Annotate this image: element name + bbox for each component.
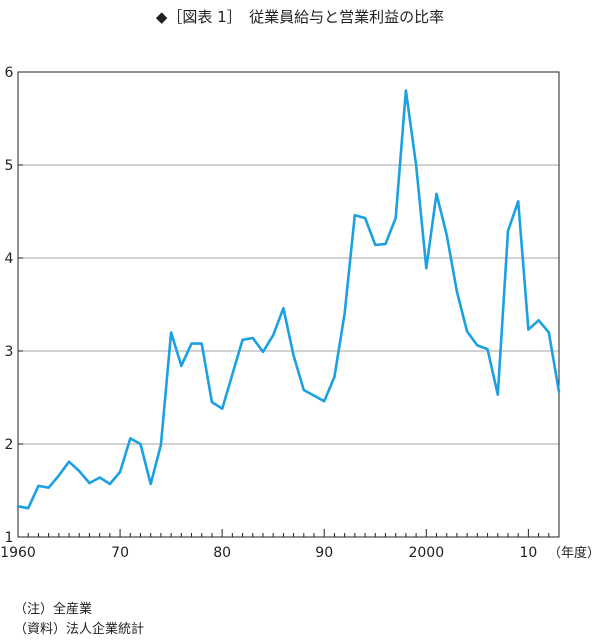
y-tick-label-3: 3 [5, 344, 14, 360]
x-tick-label-2000: 2000 [408, 545, 444, 561]
y-tick-label-6: 6 [5, 65, 14, 81]
footnote-source: （資料）法人企業統計 [14, 618, 144, 637]
x-tick-label-80: 80 [213, 545, 231, 561]
x-axis: 1960 70 80 90 2000 10 [0, 529, 559, 561]
y-tick-label-2: 2 [5, 437, 14, 453]
series-line [18, 91, 559, 509]
x-axis-unit-label: （年度） [548, 545, 600, 561]
x-tick-label-70: 70 [111, 545, 129, 561]
x-tick-label-1960: 1960 [0, 545, 36, 561]
y-axis: 1 2 3 4 5 6 [5, 65, 23, 546]
x-tick-label-90: 90 [315, 545, 333, 561]
plot-frame [18, 72, 559, 537]
y-tick-label-5: 5 [5, 158, 14, 174]
x-tick-label-10: 10 [519, 545, 537, 561]
footnote-scope: （注）全産業 [14, 598, 92, 617]
y-tick-label-4: 4 [5, 251, 14, 267]
y-tick-label-1: 1 [5, 530, 14, 546]
gridlines [18, 165, 559, 444]
